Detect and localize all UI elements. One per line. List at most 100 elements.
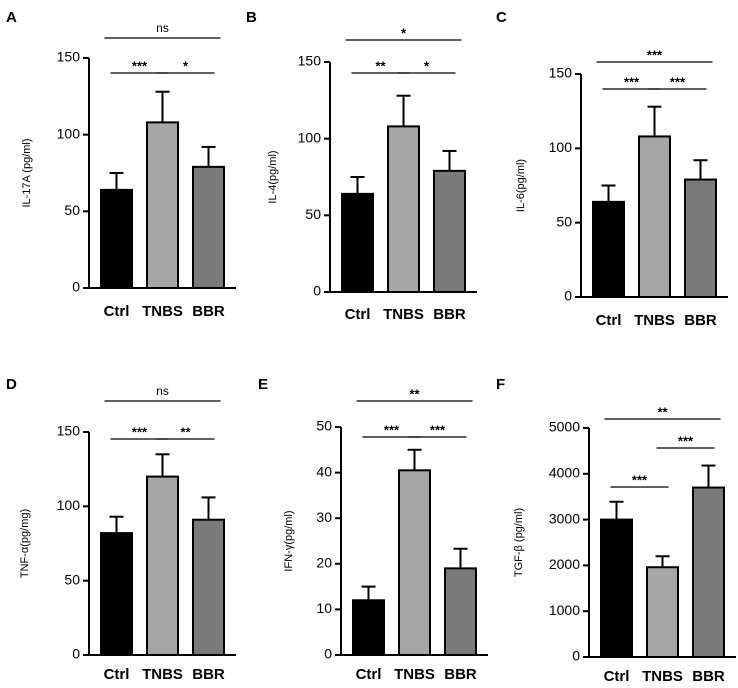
significance-label: *** (670, 74, 686, 89)
y-tick-label: 10 (316, 600, 332, 616)
category-label: Ctrl (604, 668, 630, 685)
y-tick-label: 1000 (549, 602, 580, 618)
significance-label: *** (624, 74, 640, 89)
category-label: Ctrl (345, 306, 371, 323)
bar-bbr (192, 518, 225, 656)
category-label: BBR (192, 303, 225, 320)
y-axis-label: IFN-γ(pg/ml) (283, 510, 295, 571)
y-axis-label: IL-6(pg/ml) (515, 159, 527, 212)
category-label: BBR (444, 666, 477, 683)
y-tick-label: 150 (57, 423, 81, 439)
y-tick-label: 50 (556, 213, 572, 229)
significance-label: * (424, 58, 430, 73)
category-label: TNBS (142, 666, 183, 683)
category-label: BBR (433, 306, 466, 323)
y-tick-label: 100 (298, 129, 322, 145)
y-axis-label: TNF-α(pg/mg) (19, 509, 31, 578)
y-tick-label: 3000 (549, 510, 580, 526)
significance-label: ns (156, 384, 169, 398)
significance-label: ** (180, 424, 191, 439)
y-tick-label: 2000 (549, 556, 580, 572)
y-tick-label: 0 (564, 288, 572, 304)
y-tick-label: 0 (313, 283, 321, 299)
significance-label: *** (384, 422, 400, 437)
category-label: TNBS (142, 303, 183, 320)
y-tick-label: 50 (316, 418, 332, 434)
significance-label: * (183, 58, 189, 73)
y-tick-label: 20 (316, 555, 332, 571)
category-label: BBR (684, 312, 717, 329)
significance-label: ** (657, 404, 668, 419)
significance-label: *** (632, 472, 648, 487)
y-tick-label: 50 (64, 571, 80, 587)
y-tick-label: 4000 (549, 465, 580, 481)
significance-label: *** (647, 47, 663, 62)
bar-tnbs (398, 469, 431, 656)
significance-label: *** (132, 424, 148, 439)
bar-bbr (433, 169, 466, 293)
significance-label: *** (430, 422, 446, 437)
significance-label: *** (678, 433, 694, 448)
y-tick-label: 100 (57, 497, 81, 513)
bar-tnbs (638, 135, 671, 298)
category-label: TNBS (394, 666, 435, 683)
bar-bbr (444, 567, 477, 656)
panel-label: B (246, 9, 257, 26)
bar-ctrl (100, 188, 133, 289)
bar-ctrl (341, 192, 374, 293)
y-tick-label: 100 (549, 139, 573, 155)
category-label: TNBS (634, 312, 675, 329)
significance-label: * (401, 25, 407, 40)
bar-tnbs (146, 475, 179, 656)
y-tick-label: 40 (316, 463, 332, 479)
y-tick-label: 0 (324, 646, 332, 662)
y-tick-label: 5000 (549, 419, 580, 435)
category-label: TNBS (383, 306, 424, 323)
category-label: Ctrl (356, 666, 382, 683)
bar-ctrl (592, 200, 625, 298)
bar-tnbs (387, 125, 420, 294)
y-tick-label: 150 (298, 53, 322, 69)
category-label: TNBS (642, 668, 683, 685)
category-label: Ctrl (104, 303, 130, 320)
panel-label: D (6, 376, 17, 393)
panel-label: C (496, 9, 507, 26)
panel-label: A (6, 9, 17, 26)
y-tick-label: 0 (572, 648, 580, 664)
bar-ctrl (352, 599, 385, 657)
significance-label: ** (375, 58, 386, 73)
y-tick-label: 150 (57, 49, 81, 65)
bar-bbr (692, 486, 725, 659)
chart-panel-f: F 0 1000 2000 3000 4000 5000 TGF-β (pg/ml) Ctrl T… (496, 376, 736, 685)
y-tick-label: 50 (305, 206, 321, 222)
y-axis-label: TGF-β (pg/ml) (513, 508, 525, 577)
significance-label: ** (409, 386, 420, 401)
y-tick-label: 30 (316, 509, 332, 525)
category-label: BBR (192, 666, 225, 683)
category-label: BBR (692, 668, 725, 685)
significance-label: *** (132, 58, 148, 73)
significance-label: ns (156, 21, 169, 35)
panel-label: F (496, 376, 505, 393)
y-tick-label: 150 (549, 65, 573, 81)
y-tick-label: 100 (57, 125, 81, 141)
y-tick-label: 0 (72, 279, 80, 295)
chart-panel-c: C 0 50 100 150 IL-6(pg/ml) Ctrl TNBS BBR *** *** **… (496, 9, 728, 329)
category-label: Ctrl (104, 666, 130, 683)
bar-ctrl (600, 518, 633, 658)
y-tick-label: 0 (72, 646, 80, 662)
y-axis-label: IL-4(pg/ml) (267, 150, 279, 203)
category-label: Ctrl (596, 312, 622, 329)
bar-bbr (684, 178, 717, 298)
bar-bbr (192, 165, 225, 289)
bar-tnbs (646, 566, 679, 658)
y-tick-label: 50 (64, 202, 80, 218)
bar-ctrl (100, 532, 133, 656)
bar-tnbs (146, 121, 179, 290)
panel-label: E (258, 376, 268, 393)
